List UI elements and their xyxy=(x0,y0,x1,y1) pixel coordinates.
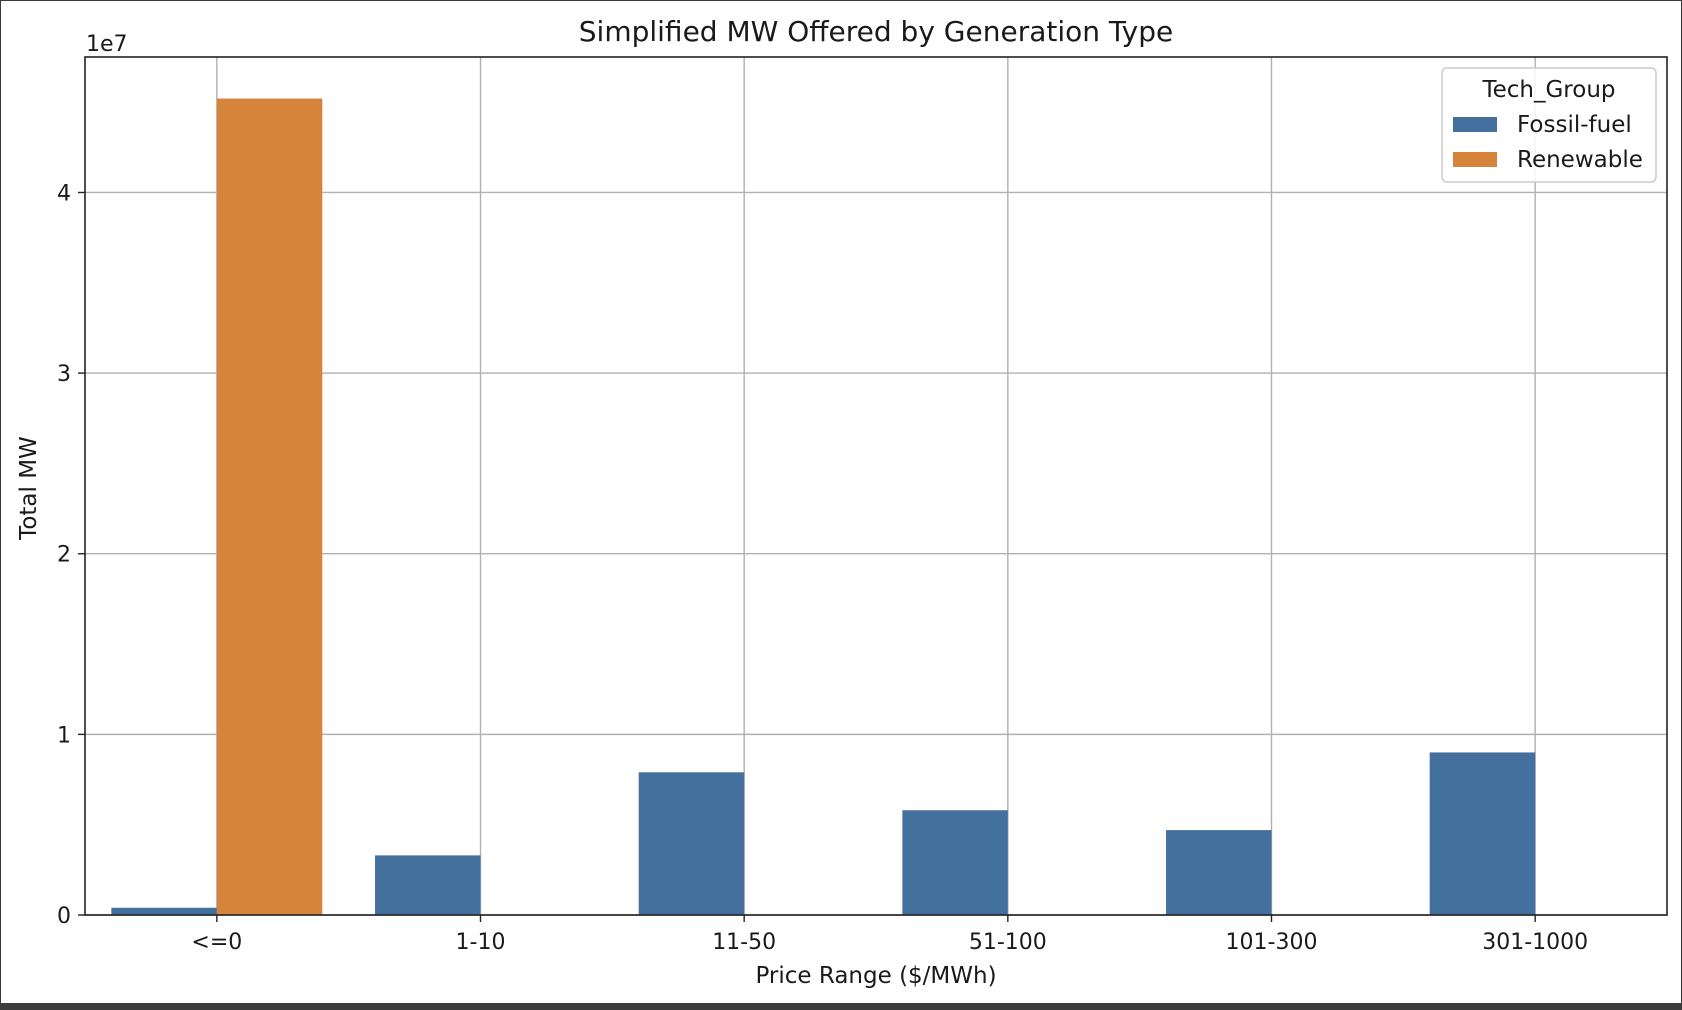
x-tick-label: 301-1000 xyxy=(1482,930,1588,955)
chart-title: Simplified MW Offered by Generation Type xyxy=(579,15,1173,48)
legend-swatch-fossil-fuel xyxy=(1453,117,1497,132)
bar-fossil-fuel-4 xyxy=(1166,830,1272,915)
x-tick-label: 11-50 xyxy=(712,930,776,955)
x-tick-label: 51-100 xyxy=(969,930,1047,955)
y-tick-label: 0 xyxy=(57,904,71,929)
x-tick-label: <=0 xyxy=(191,930,242,955)
bar-fossil-fuel-2 xyxy=(638,772,745,915)
axis-ticks: 0 1 2 3 4 <=0 1-10 11-50 51-100 101-300 301-1000 xyxy=(57,181,1588,955)
y-axis-scale-label: 1e7 xyxy=(86,32,128,57)
x-tick-label: 101-300 xyxy=(1226,930,1318,955)
y-axis-label: Total MW xyxy=(16,436,42,541)
y-tick-label: 1 xyxy=(57,723,71,748)
bars xyxy=(111,98,1536,915)
legend-label-fossil-fuel: Fossil-fuel xyxy=(1517,112,1632,138)
bar-renewable-0 xyxy=(216,98,323,915)
x-axis-label: Price Range ($/MWh) xyxy=(755,963,996,989)
legend-label-renewable: Renewable xyxy=(1517,147,1643,173)
y-tick-label: 2 xyxy=(57,543,71,568)
bar-fossil-fuel-5 xyxy=(1429,752,1536,915)
legend: Tech_Group Fossil-fuel Renewable xyxy=(1441,67,1657,183)
window-bottom-edge xyxy=(0,1003,1682,1010)
x-tick-label: 1-10 xyxy=(456,930,506,955)
y-tick-label: 3 xyxy=(57,362,71,387)
y-tick-label: 4 xyxy=(57,181,71,206)
bar-fossil-fuel-0 xyxy=(111,907,217,915)
bar-fossil-fuel-1 xyxy=(375,855,481,915)
plot-area-border xyxy=(84,56,1668,916)
bar-fossil-fuel-3 xyxy=(902,810,1008,915)
legend-title: Tech_Group xyxy=(1481,77,1615,103)
legend-swatch-renewable xyxy=(1453,152,1497,167)
